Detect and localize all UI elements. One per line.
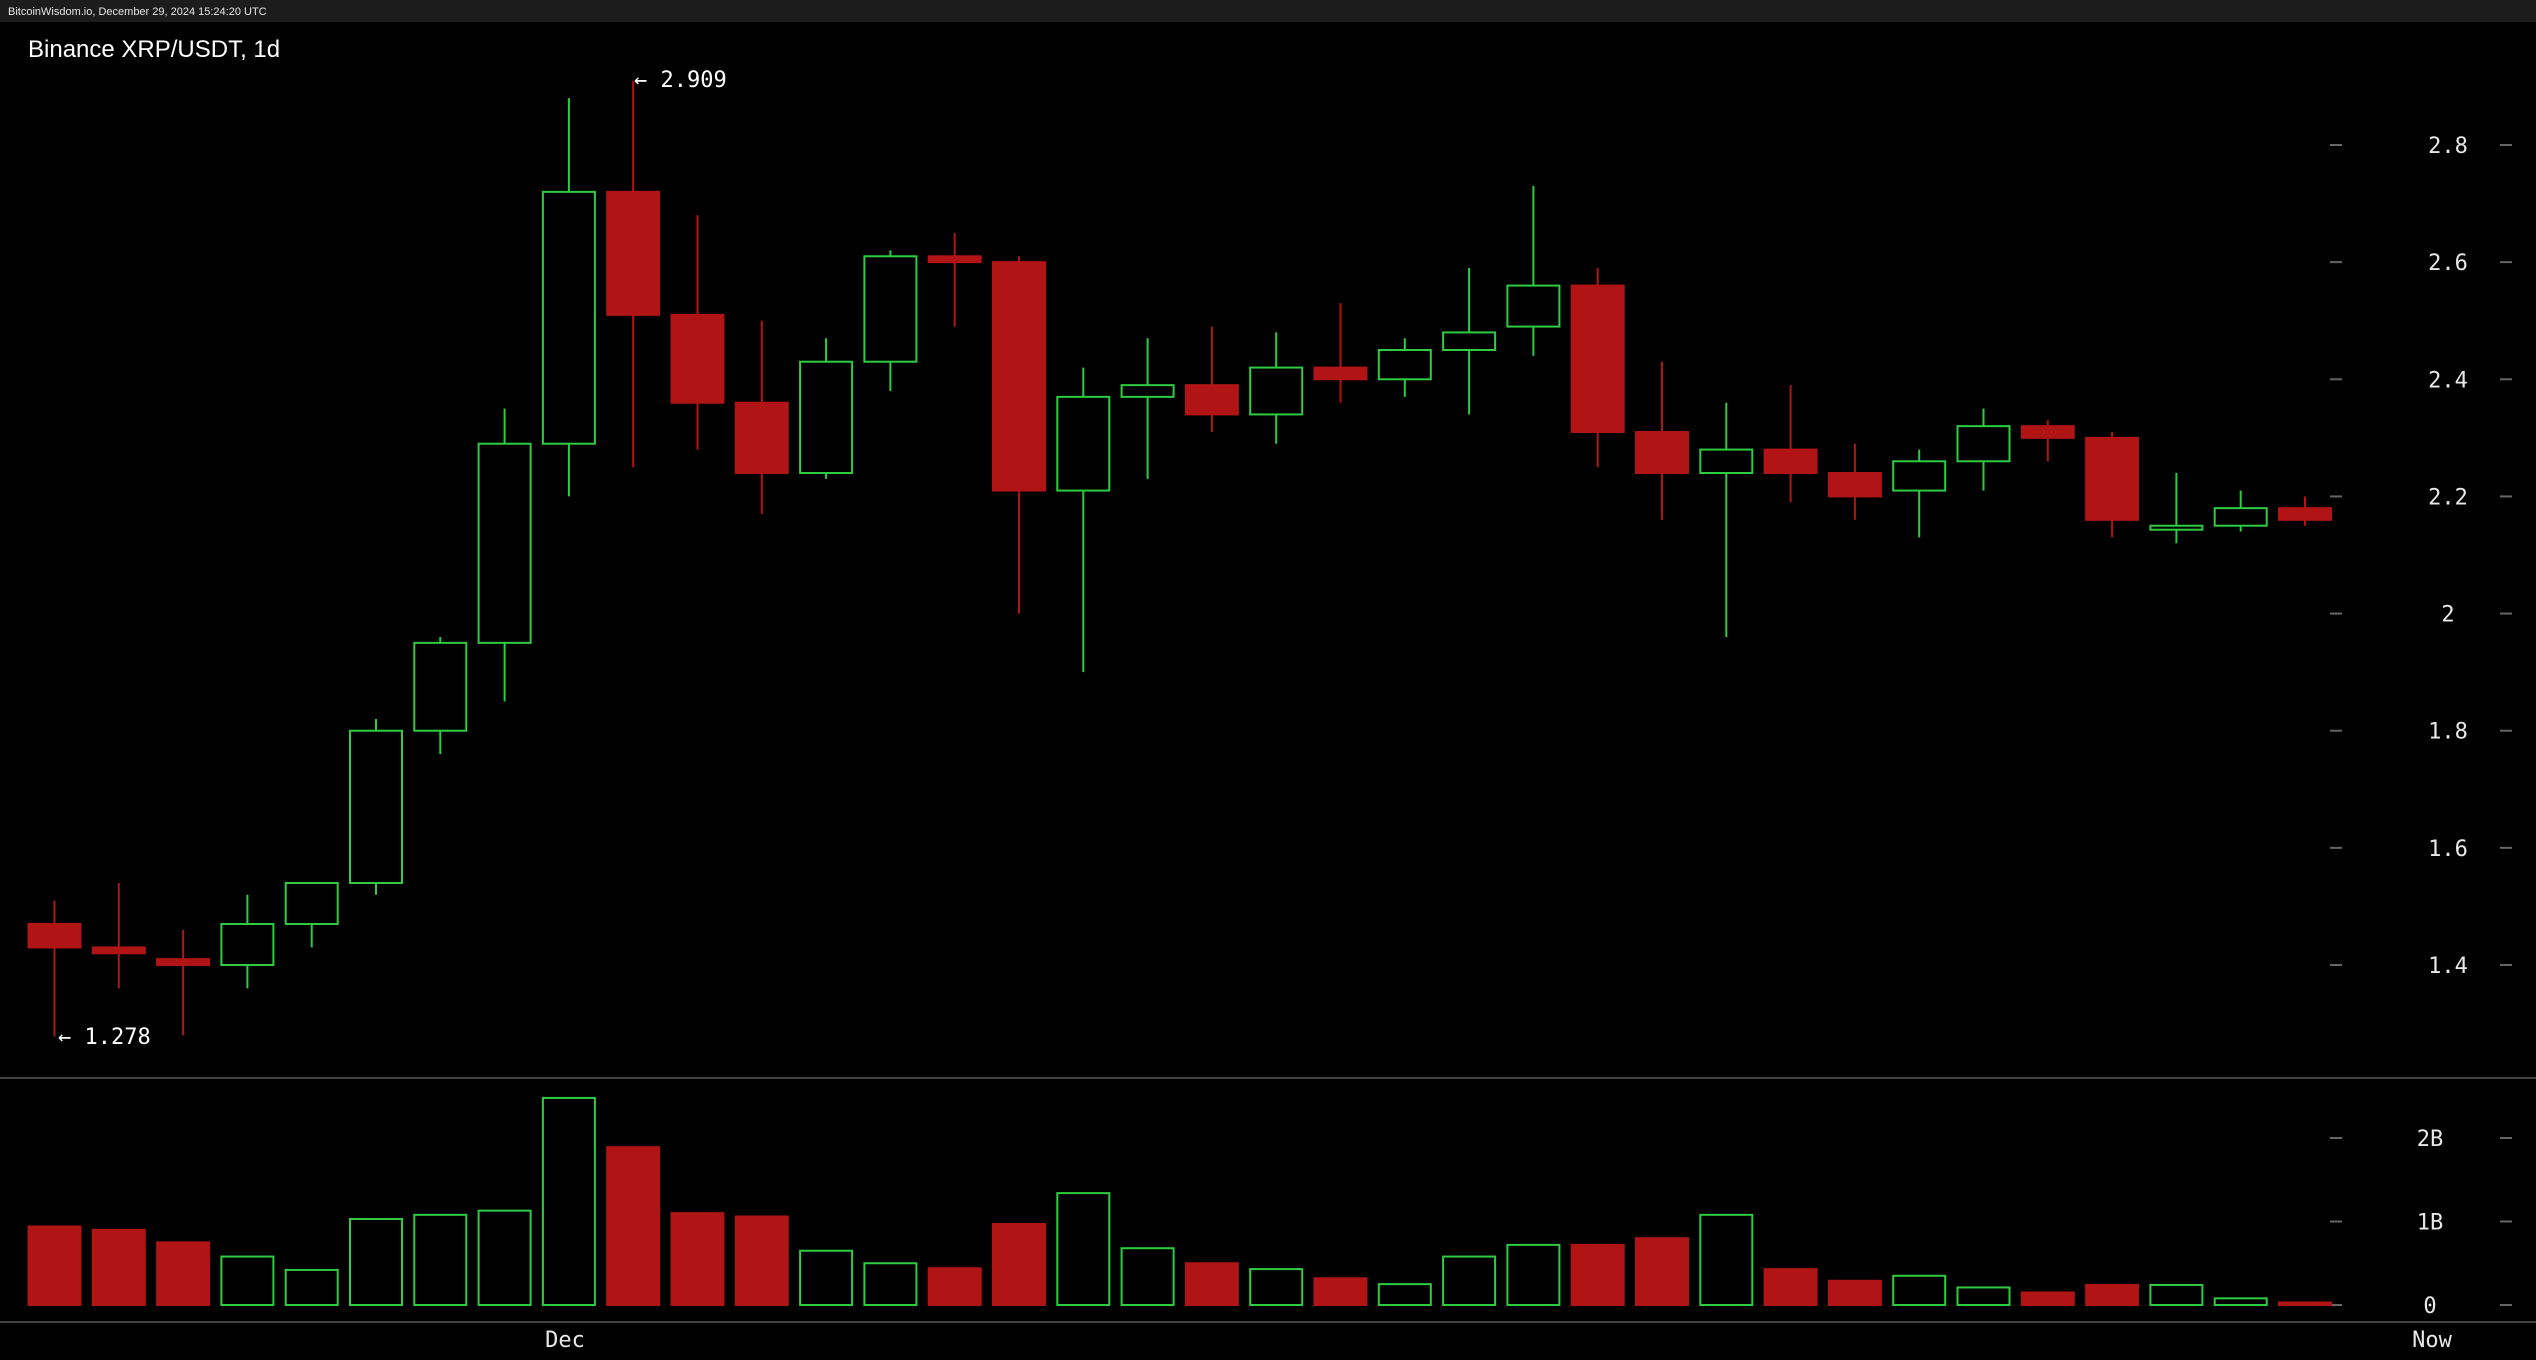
- volume-bar-up: [799, 1249, 854, 1306]
- volume-bar-down: [1827, 1279, 1882, 1307]
- volume-bar-down: [156, 1241, 211, 1306]
- candle-body-down: [992, 261, 1046, 492]
- volume-bar-up: [349, 1217, 403, 1306]
- volume-bar-up: [220, 1255, 275, 1306]
- candle-body-down: [156, 958, 211, 967]
- volume-bar-up: [1956, 1286, 2011, 1306]
- volume-axis: 2B 1B 0: [2330, 1127, 2512, 1319]
- price-tick-label: 2.6: [2428, 251, 2468, 276]
- volume-bar-down: [27, 1225, 82, 1307]
- x-axis-label: Dec: [545, 1328, 585, 1353]
- x-axis-label: Now: [2412, 1328, 2452, 1353]
- volume-bar-down: [91, 1228, 146, 1306]
- price-tick-label: 1.4: [2428, 954, 2468, 979]
- price-tick-label: 2.8: [2428, 134, 2468, 159]
- low-annotation: ← 1.278: [58, 1025, 151, 1050]
- candle-body-down: [1763, 448, 1818, 475]
- volume-tick-label: 1B: [2417, 1211, 2444, 1236]
- volume-bar-up: [1377, 1283, 1432, 1306]
- price-tick-label: 1.6: [2428, 837, 2468, 862]
- volume-bar-up: [2213, 1297, 2268, 1306]
- candle-body-up: [541, 190, 596, 445]
- volume-bar-up: [1120, 1247, 1175, 1306]
- volume-bar-down: [1635, 1237, 1689, 1306]
- volume-bar-down: [606, 1146, 661, 1307]
- volume-bar-down: [2278, 1301, 2332, 1306]
- candle-body-up: [2149, 524, 2204, 531]
- volume-bar-down: [992, 1223, 1046, 1307]
- candle-body-down: [670, 313, 725, 404]
- volume-bar-up: [1442, 1255, 1497, 1306]
- volume-bar-down: [734, 1215, 789, 1306]
- candle-body-up: [1442, 331, 1497, 351]
- volume-bar-up: [863, 1262, 918, 1306]
- volume-bar-up: [2149, 1283, 2204, 1306]
- x-axis: Dec Now: [545, 1328, 2452, 1353]
- volume-bar-down: [2020, 1291, 2075, 1306]
- price-tick-label: 1.8: [2428, 720, 2468, 745]
- top-bar: BitcoinWisdom.io, December 29, 2024 15:2…: [0, 0, 2536, 22]
- candle-body-up: [1506, 284, 1561, 328]
- candle-body-down: [1313, 366, 1368, 381]
- volume-bar-up: [413, 1213, 468, 1306]
- price-tick-label: 2.4: [2428, 368, 2468, 393]
- volume-bar-down: [1313, 1277, 1368, 1307]
- candle-body-up: [413, 641, 468, 732]
- volume-bar-up: [541, 1096, 596, 1307]
- volume-bar-down: [1570, 1243, 1625, 1307]
- candle-body-up: [1249, 366, 1304, 416]
- volume-bar-up: [1506, 1243, 1561, 1307]
- candle-body-down: [927, 255, 982, 264]
- volume-bar-down: [2085, 1283, 2140, 1306]
- price-axis: 2.8 2.6 2.4 2.2 2 1.8 1.6 1.4: [2330, 134, 2512, 979]
- candle-body-up: [1892, 460, 1947, 492]
- volume-bar-up: [477, 1209, 532, 1307]
- candle-body-up: [1956, 425, 2011, 463]
- candle-body-down: [606, 190, 661, 316]
- candle-body-up: [863, 255, 918, 363]
- candle-body-up: [799, 360, 854, 475]
- candle-body-down: [1827, 472, 1882, 498]
- candle-body-up: [2213, 507, 2268, 527]
- volume-bars-layer: [27, 1096, 2332, 1307]
- price-tick-label: 2.2: [2428, 485, 2468, 510]
- source-timestamp: BitcoinWisdom.io, December 29, 2024 15:2…: [8, 6, 267, 18]
- candle-body-up: [220, 923, 275, 966]
- candle-body-up: [1056, 395, 1111, 492]
- candle-body-up: [1377, 349, 1432, 381]
- volume-bar-down: [927, 1267, 982, 1307]
- candle-body-down: [27, 923, 82, 949]
- volume-tick-label: 2B: [2417, 1127, 2444, 1152]
- candle-body-up: [1699, 448, 1754, 475]
- candle-body-up: [477, 442, 532, 644]
- candle-body-down: [1184, 384, 1239, 416]
- volume-bar-down: [1184, 1262, 1239, 1306]
- volume-tick-label: 0: [2423, 1294, 2436, 1319]
- volume-bar-down: [670, 1212, 725, 1307]
- volume-bar-up: [1056, 1192, 1111, 1306]
- candle-body-down: [2278, 507, 2332, 521]
- candle-body-down: [734, 401, 789, 475]
- candle-body-down: [2085, 436, 2140, 521]
- candles-layer: [27, 81, 2332, 1037]
- candle-body-down: [1635, 431, 1689, 474]
- candle-body-up: [284, 882, 339, 925]
- volume-bar-down: [1763, 1268, 1818, 1306]
- candle-body-up: [349, 729, 403, 885]
- candle-body-down: [2020, 425, 2075, 439]
- candle-body-down: [1570, 284, 1625, 434]
- chart-title: Binance XRP/USDT, 1d: [28, 36, 281, 63]
- high-annotation: ← 2.909: [634, 68, 727, 93]
- price-tick-label: 2: [2441, 603, 2454, 628]
- volume-bar-up: [284, 1268, 339, 1307]
- volume-bar-up: [1892, 1274, 1947, 1307]
- candle-body-up: [1120, 384, 1175, 398]
- volume-bar-up: [1699, 1213, 1754, 1306]
- volume-bar-up: [1249, 1268, 1304, 1306]
- candle-body-down: [91, 946, 146, 955]
